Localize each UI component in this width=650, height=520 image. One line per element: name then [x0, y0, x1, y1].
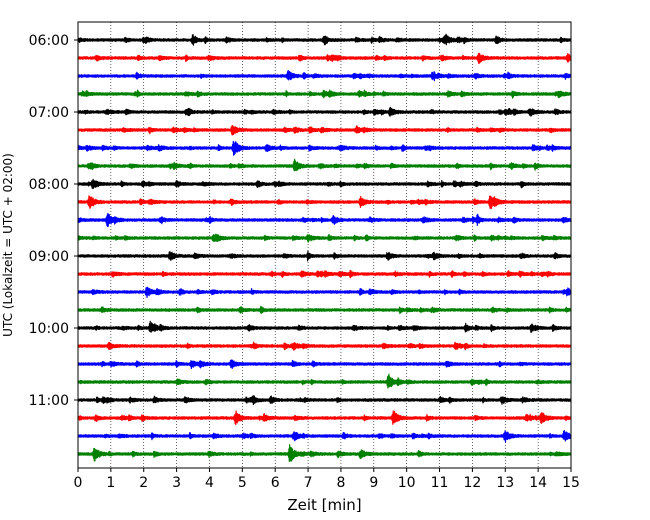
trace-10: [77, 212, 572, 228]
x-tick-label-11: 11: [431, 475, 449, 491]
trace-5: [77, 124, 572, 136]
x-tick-label-1: 1: [106, 475, 115, 491]
x-tick-label-3: 3: [172, 475, 181, 491]
x-tick-label-10: 10: [398, 475, 416, 491]
trace-15: [77, 305, 572, 315]
x-tick-label-15: 15: [562, 475, 580, 491]
y-tick-label-10:00: 10:00: [29, 321, 69, 337]
trace-6: [77, 140, 572, 156]
x-tick-label-12: 12: [463, 475, 481, 491]
trace-11: [77, 233, 572, 243]
trace-7: [77, 158, 572, 172]
x-tick-label-6: 6: [271, 475, 280, 491]
trace-19: [77, 373, 572, 389]
trace-13: [77, 269, 572, 279]
y-tick-label-06:00: 06:00: [29, 33, 69, 49]
plot-frame: [77, 21, 572, 469]
trace-4: [77, 106, 572, 117]
y-tick-label-11:00: 11:00: [29, 393, 69, 409]
vertical-gridlines: [110, 22, 539, 468]
x-tick-label-7: 7: [304, 475, 313, 491]
trace-12: [77, 250, 572, 262]
trace-1: [77, 52, 572, 65]
trace-9: [77, 195, 572, 209]
x-tick-label-4: 4: [205, 475, 214, 491]
seismic-traces: [77, 33, 572, 462]
y-tick-label-09:00: 09:00: [29, 249, 69, 265]
trace-17: [77, 341, 572, 351]
trace-14: [77, 286, 572, 299]
x-tick-label-8: 8: [336, 475, 345, 491]
trace-22: [77, 430, 572, 443]
y-axis-title: UTC (Lokalzeit = UTC + 02:00): [1, 153, 15, 337]
trace-23: [77, 444, 572, 462]
y-tick-label-07:00: 07:00: [29, 105, 69, 121]
x-tick-label-5: 5: [238, 475, 247, 491]
x-tick-label-13: 13: [496, 475, 514, 491]
trace-20: [77, 395, 572, 406]
trace-2: [77, 69, 572, 82]
trace-8: [77, 178, 572, 190]
x-axis-title: Zeit [min]: [287, 496, 361, 514]
trace-0: [77, 33, 572, 46]
trace-16: [77, 320, 572, 333]
x-axis-ticks: 0 1 2 3 4 5 6 7 8 9 10 11 12 13 14 15: [74, 468, 580, 491]
x-tick-label-9: 9: [369, 475, 378, 491]
y-axis-ticks: 06:00 07:00 08:00 09:00 10:00 11:00: [29, 33, 78, 409]
x-tick-label-2: 2: [139, 475, 148, 491]
trace-18: [77, 359, 572, 370]
trace-3: [77, 89, 572, 99]
y-tick-label-08:00: 08:00: [29, 177, 69, 193]
x-tick-label-14: 14: [529, 475, 547, 491]
x-tick-label-0: 0: [74, 475, 83, 491]
trace-21: [77, 410, 572, 426]
